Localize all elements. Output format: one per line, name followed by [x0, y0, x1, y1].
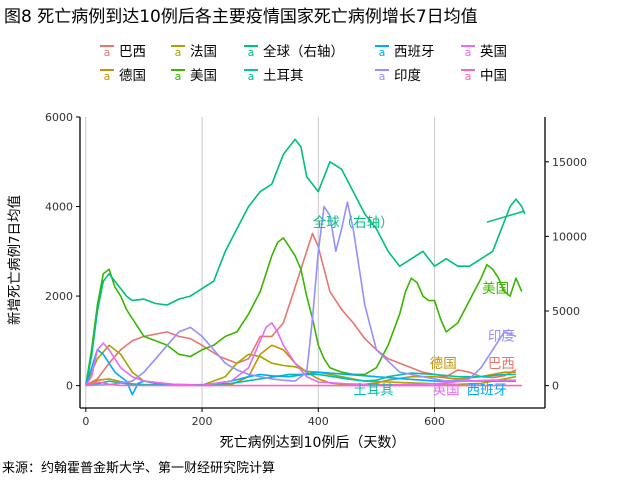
legend-label: 巴西: [119, 44, 146, 60]
annotation-label: 西班牙: [467, 383, 508, 399]
series-line-印度: [85, 201, 517, 387]
y-tick-label-right: 10000: [552, 230, 587, 243]
legend-item: a 法国: [171, 40, 217, 60]
x-tick-label: 200: [192, 415, 213, 428]
y-tick-label-left: 4000: [45, 201, 73, 214]
annotation-label: 土耳其: [353, 383, 394, 399]
annotation-label: 美国: [482, 281, 509, 297]
series-line-中国: [85, 381, 522, 387]
legend-label: 法国: [190, 44, 217, 60]
legend-key: a: [171, 45, 185, 59]
legend-key: a: [461, 69, 475, 83]
legend-key: a: [100, 45, 114, 59]
legend-label: 印度: [394, 68, 421, 84]
annotation-label: 德国: [430, 356, 457, 372]
legend-item: a 英国: [461, 40, 507, 60]
legend-key: a: [244, 69, 258, 83]
legend-key: a: [244, 45, 258, 59]
legend-key: a: [171, 69, 185, 83]
legend-item: a 全球（右轴）: [244, 40, 344, 60]
legend-item: a 西班牙: [375, 40, 435, 60]
annotation-label: 巴西: [488, 356, 515, 372]
legend-label: 德国: [119, 68, 146, 84]
series-line-美国: [85, 237, 523, 386]
y-tick-label-right: 5000: [552, 305, 580, 318]
legend-item: a 土耳其: [244, 64, 304, 84]
x-axis-label: 死亡病例达到10例后（天数）: [219, 435, 406, 451]
legend-item: a 中国: [461, 64, 507, 84]
annotation-label: 英国: [433, 382, 460, 399]
legend-key: a: [100, 69, 114, 83]
series-line-全球（右轴）: [85, 138, 526, 386]
legend-key: a: [375, 45, 389, 59]
source-note: 来源：约翰霍普金斯大学、第一财经研究院计算: [2, 461, 276, 476]
legend-label: 土耳其: [263, 68, 304, 84]
series-line-英国: [85, 322, 516, 386]
legend-label: 中国: [480, 68, 507, 84]
legend-label: 全球（右轴）: [263, 44, 344, 60]
legend-label: 英国: [480, 44, 507, 60]
x-tick-label: 600: [424, 415, 445, 428]
legend-label: 西班牙: [394, 44, 435, 60]
annotation-leader: [486, 210, 525, 223]
x-tick-label: 0: [82, 415, 89, 428]
annotation-label: 全球（右轴）: [313, 214, 394, 231]
legend-key: a: [375, 69, 389, 83]
legend-item: a 巴西: [100, 40, 146, 60]
y-tick-label-left: 0: [66, 380, 73, 393]
legend-item: a 印度: [375, 64, 421, 84]
y-tick-label-left: 2000: [45, 290, 73, 303]
y-tick-label-right: 15000: [552, 156, 587, 169]
legend-label: 美国: [190, 68, 217, 84]
y-axis-label: 新增死亡病例7日均值: [7, 194, 23, 326]
legend-item: a 德国: [100, 64, 146, 84]
x-tick-label: 400: [308, 415, 329, 428]
y-tick-label-left: 6000: [45, 111, 73, 124]
annotation-label: 印度: [488, 328, 515, 344]
y-tick-label-right: 0: [552, 380, 559, 393]
legend-key: a: [461, 45, 475, 59]
legend-item: a 美国: [171, 64, 217, 84]
chart-title: 图8 死亡病例到达10例后各主要疫情国家死亡病例增长7日均值: [4, 7, 478, 27]
